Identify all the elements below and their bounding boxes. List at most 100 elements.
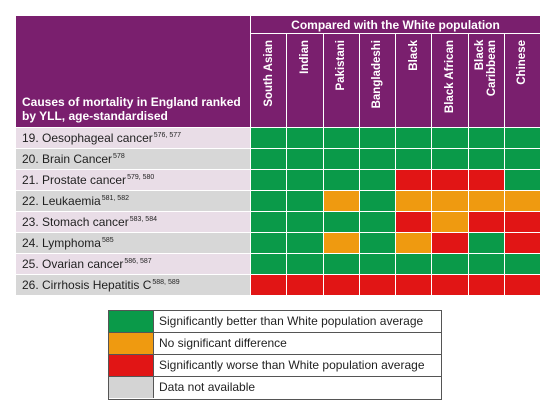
column-header: Indian	[287, 34, 323, 127]
status-cell	[359, 149, 395, 169]
status-cell	[359, 128, 395, 148]
status-cell	[504, 212, 540, 232]
table-row: 26. Cirrhosis Hepatitis C588, 589	[16, 275, 540, 295]
table-body: 19. Oesophageal cancer576, 577 20. Brain …	[16, 128, 540, 295]
reference-superscript: 583, 584	[129, 216, 157, 223]
status-cell	[287, 149, 323, 169]
status-cell	[251, 170, 287, 190]
legend-label: Significantly worse than White populatio…	[159, 358, 425, 372]
status-cell	[323, 254, 359, 274]
reference-superscript: 581, 582	[101, 195, 129, 202]
legend-label: No significant difference	[159, 336, 287, 350]
status-cell	[251, 128, 287, 148]
cause-name: 25. Ovarian cancer	[22, 257, 124, 271]
status-cell	[396, 233, 432, 253]
legend-item: Data not available	[109, 377, 441, 398]
row-label: 23. Stomach cancer583, 584	[16, 212, 250, 232]
reference-superscript: 578	[113, 153, 125, 160]
table-row: 20. Brain Cancer578	[16, 149, 540, 169]
status-cell	[504, 275, 540, 295]
legend-swatch	[109, 333, 154, 354]
mortality-table-container: Causes of mortality in England ranked by…	[15, 15, 541, 300]
table-row: 21. Prostate cancer579, 580	[16, 170, 540, 190]
column-header-label: Pakistani	[335, 40, 348, 91]
legend-swatch	[109, 377, 154, 398]
status-cell	[251, 212, 287, 232]
status-cell	[251, 233, 287, 253]
status-cell	[323, 212, 359, 232]
column-header: Pakistani	[323, 34, 359, 127]
status-cell	[323, 128, 359, 148]
status-cell	[504, 128, 540, 148]
row-label: 26. Cirrhosis Hepatitis C588, 589	[16, 275, 250, 295]
reference-superscript: 586, 587	[124, 258, 152, 265]
cause-name: 21. Prostate cancer	[22, 173, 127, 187]
cause-name: 20. Brain Cancer	[22, 152, 113, 166]
column-header: Black Caribbean	[468, 34, 504, 127]
row-label: 25. Ovarian cancer586, 587	[16, 254, 250, 274]
column-header-label: Black African	[443, 40, 456, 114]
reference-superscript: 588, 589	[152, 279, 180, 286]
column-header: Chinese	[504, 34, 540, 127]
legend-item: Significantly better than White populati…	[109, 311, 441, 333]
status-cell	[504, 233, 540, 253]
legend: Significantly better than White populati…	[108, 310, 442, 400]
mortality-table: Causes of mortality in England ranked by…	[15, 15, 541, 296]
status-cell	[432, 128, 468, 148]
status-cell	[432, 149, 468, 169]
status-cell	[359, 212, 395, 232]
cause-name: 23. Stomach cancer	[22, 215, 129, 229]
row-label: 22. Leukaemia581, 582	[16, 191, 250, 211]
reference-superscript: 576, 577	[153, 132, 182, 139]
status-cell	[359, 254, 395, 274]
status-cell	[432, 254, 468, 274]
reference-superscript: 579, 580	[127, 174, 155, 181]
status-cell	[396, 275, 432, 295]
table-row: 25. Ovarian cancer586, 587	[16, 254, 540, 274]
status-cell	[468, 233, 504, 253]
status-cell	[359, 275, 395, 295]
status-cell	[287, 233, 323, 253]
status-cell	[359, 170, 395, 190]
status-cell	[468, 149, 504, 169]
status-cell	[432, 212, 468, 232]
column-header-label: Black Caribbean	[474, 40, 499, 97]
status-cell	[432, 275, 468, 295]
status-cell	[359, 233, 395, 253]
status-cell	[287, 128, 323, 148]
legend-swatch	[109, 311, 154, 332]
status-cell	[287, 254, 323, 274]
status-cell	[251, 254, 287, 274]
group-header: Compared with the White population	[251, 16, 540, 34]
cause-name: 22. Leukaemia	[22, 194, 101, 208]
status-cell	[287, 275, 323, 295]
status-cell	[468, 254, 504, 274]
cause-name: 24. Lymphoma	[22, 236, 101, 250]
table-row: 19. Oesophageal cancer576, 577	[16, 128, 540, 148]
status-cell	[251, 149, 287, 169]
status-cell	[287, 191, 323, 211]
status-cell	[396, 128, 432, 148]
row-label: 19. Oesophageal cancer576, 577	[16, 128, 250, 148]
table-row: 22. Leukaemia581, 582	[16, 191, 540, 211]
status-cell	[396, 170, 432, 190]
status-cell	[468, 170, 504, 190]
status-cell	[396, 149, 432, 169]
status-cell	[251, 191, 287, 211]
status-cell	[504, 254, 540, 274]
status-cell	[323, 191, 359, 211]
reference-superscript: 585	[101, 237, 114, 244]
column-header: Bangladeshi	[359, 34, 395, 127]
status-cell	[432, 170, 468, 190]
status-cell	[323, 170, 359, 190]
status-cell	[287, 212, 323, 232]
column-header-row: South Asian Indian Pakistani Bangladeshi Bla…	[16, 34, 540, 127]
row-label: 24. Lymphoma585	[16, 233, 250, 253]
cause-name: 26. Cirrhosis Hepatitis C	[22, 278, 152, 292]
column-header: Black	[396, 34, 432, 127]
column-header-label: Indian	[298, 40, 311, 75]
status-cell	[468, 128, 504, 148]
column-header-label: South Asian	[262, 40, 275, 108]
status-cell	[504, 170, 540, 190]
column-header-label: Chinese	[516, 40, 529, 86]
